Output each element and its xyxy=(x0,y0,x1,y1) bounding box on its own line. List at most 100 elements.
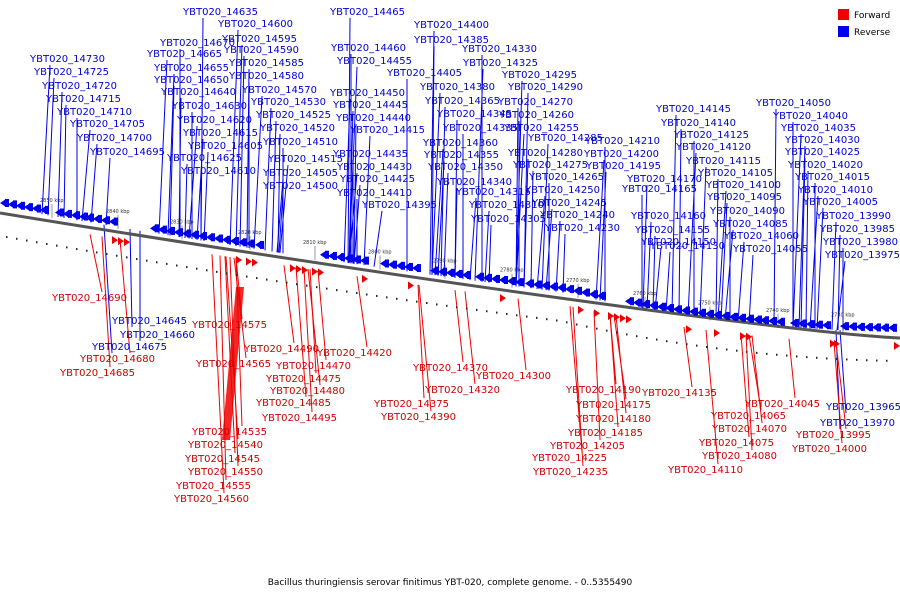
gene-label[interactable]: YBT020_14135 xyxy=(641,388,717,399)
reverse-gene-block[interactable] xyxy=(430,266,436,275)
forward-gene-block[interactable] xyxy=(594,309,600,318)
gene-label[interactable]: YBT020_14330 xyxy=(461,44,537,55)
gene-label[interactable]: YBT020_14090 xyxy=(709,206,785,217)
reverse-gene-block[interactable] xyxy=(729,312,735,321)
reverse-gene-block[interactable] xyxy=(848,322,854,331)
gene-label[interactable]: YBT020_14395 xyxy=(361,200,437,211)
gene-label[interactable]: YBT020_14235 xyxy=(532,467,608,478)
forward-gene-block[interactable] xyxy=(236,255,242,264)
reverse-gene-block[interactable] xyxy=(0,199,6,207)
gene-label[interactable]: YBT020_14560 xyxy=(173,494,249,505)
gene-label[interactable]: YBT020_14630 xyxy=(171,101,247,112)
forward-gene-block[interactable] xyxy=(626,315,632,324)
gene-label[interactable]: YBT020_14470 xyxy=(275,361,351,372)
gene-label[interactable]: YBT020_14155 xyxy=(634,225,710,236)
gene-label[interactable]: YBT020_14115 xyxy=(685,156,761,167)
gene-label[interactable]: YBT020_14140 xyxy=(660,118,736,129)
forward-gene-block[interactable] xyxy=(296,265,302,274)
reverse-gene-block[interactable] xyxy=(790,318,796,327)
gene-label[interactable]: YBT020_14080 xyxy=(701,451,777,462)
gene-label[interactable]: YBT020_13985 xyxy=(819,224,895,235)
forward-gene-block[interactable] xyxy=(714,329,720,338)
gene-label[interactable]: YBT020_14525 xyxy=(255,110,331,121)
reverse-gene-block[interactable] xyxy=(462,271,468,280)
reverse-gene-block[interactable] xyxy=(328,251,334,260)
forward-gene-block[interactable] xyxy=(578,305,584,314)
gene-label[interactable]: YBT020_14360 xyxy=(422,138,498,149)
reverse-gene-block[interactable] xyxy=(649,301,655,310)
reverse-gene-block[interactable] xyxy=(238,238,244,247)
gene-label[interactable]: YBT020_14545 xyxy=(184,454,260,465)
forward-gene-block[interactable] xyxy=(614,313,620,322)
gene-label[interactable]: YBT020_13995 xyxy=(795,430,871,441)
gene-label[interactable]: YBT020_14225 xyxy=(531,453,607,464)
gene-label[interactable]: YBT020_14170 xyxy=(626,174,702,185)
gene-label[interactable]: YBT020_14230 xyxy=(544,223,620,234)
gene-label[interactable]: YBT020_14715 xyxy=(45,94,121,105)
gene-label[interactable]: YBT020_14110 xyxy=(667,465,743,476)
reverse-gene-block[interactable] xyxy=(158,225,164,234)
gene-label[interactable]: YBT020_14205 xyxy=(549,441,625,452)
gene-label[interactable]: YBT020_14180 xyxy=(575,414,651,425)
reverse-gene-block[interactable] xyxy=(872,323,878,332)
gene-label[interactable]: YBT020_14670 xyxy=(159,38,235,49)
gene-label[interactable]: YBT020_14345 xyxy=(436,109,512,120)
gene-label[interactable]: YBT020_14550 xyxy=(187,467,263,478)
reverse-gene-block[interactable] xyxy=(625,297,631,306)
gene-label[interactable]: YBT020_14610 xyxy=(180,166,256,177)
forward-gene-block[interactable] xyxy=(894,341,900,350)
reverse-gene-block[interactable] xyxy=(806,320,812,329)
gene-label[interactable]: YBT020_14010 xyxy=(797,185,873,196)
reverse-gene-block[interactable] xyxy=(581,288,587,297)
reverse-gene-block[interactable] xyxy=(222,235,228,244)
gene-label[interactable]: YBT020_13970 xyxy=(819,418,895,429)
reverse-gene-block[interactable] xyxy=(40,205,46,214)
gene-label[interactable]: YBT020_14340 xyxy=(436,177,512,188)
gene-label[interactable]: YBT020_14055 xyxy=(732,244,808,255)
gene-label[interactable]: YBT020_14500 xyxy=(262,181,338,192)
gene-label[interactable]: YBT020_14145 xyxy=(655,104,731,115)
gene-label[interactable]: YBT020_14160 xyxy=(630,211,706,222)
gene-label[interactable]: YBT020_14515 xyxy=(267,154,343,165)
reverse-gene-block[interactable] xyxy=(597,291,603,300)
gene-label[interactable]: YBT020_14390 xyxy=(380,412,456,423)
gene-label[interactable]: YBT020_14270 xyxy=(497,97,573,108)
gene-label[interactable]: YBT020_14480 xyxy=(269,386,345,397)
gene-label[interactable]: YBT020_14020 xyxy=(787,160,863,171)
reverse-gene-block[interactable] xyxy=(888,323,894,332)
gene-label[interactable]: YBT020_14430 xyxy=(336,162,412,173)
reverse-gene-block[interactable] xyxy=(55,208,61,217)
reverse-gene-block[interactable] xyxy=(491,274,497,283)
gene-label[interactable]: YBT020_14245 xyxy=(531,198,607,209)
reverse-gene-block[interactable] xyxy=(85,213,91,222)
reverse-gene-block[interactable] xyxy=(515,278,521,287)
reverse-gene-block[interactable] xyxy=(753,315,759,324)
gene-label[interactable]: YBT020_14350 xyxy=(427,162,503,173)
reverse-gene-block[interactable] xyxy=(713,310,719,319)
reverse-gene-block[interactable] xyxy=(246,239,252,248)
gene-label[interactable]: YBT020_14620 xyxy=(176,115,252,126)
reverse-gene-block[interactable] xyxy=(388,260,394,269)
gene-label[interactable]: YBT020_14730 xyxy=(29,54,105,65)
gene-label[interactable]: YBT020_14025 xyxy=(784,147,860,158)
gene-label[interactable]: YBT020_14185 xyxy=(567,428,643,439)
gene-label[interactable]: YBT020_14720 xyxy=(41,81,117,92)
gene-label[interactable]: YBT020_14510 xyxy=(262,137,338,148)
gene-label[interactable]: YBT020_14440 xyxy=(335,113,411,124)
gene-label[interactable]: YBT020_14565 xyxy=(195,359,271,370)
gene-label[interactable]: YBT020_14370 xyxy=(412,363,488,374)
reverse-gene-block[interactable] xyxy=(404,262,410,271)
forward-gene-block[interactable] xyxy=(686,325,692,334)
reverse-gene-block[interactable] xyxy=(63,209,69,218)
gene-label[interactable]: YBT020_14570 xyxy=(241,85,317,96)
gene-label[interactable]: YBT020_14290 xyxy=(507,82,583,93)
gene-label[interactable]: YBT020_14315 xyxy=(455,187,531,198)
gene-label[interactable]: YBT020_14640 xyxy=(160,87,236,98)
reverse-gene-block[interactable] xyxy=(697,308,703,317)
gene-label[interactable]: YBT020_14530 xyxy=(250,97,326,108)
gene-label[interactable]: YBT020_14575 xyxy=(191,320,267,331)
gene-label[interactable]: YBT020_14475 xyxy=(265,374,341,385)
reverse-gene-block[interactable] xyxy=(150,224,156,233)
gene-label[interactable]: YBT020_13980 xyxy=(822,237,898,248)
gene-label[interactable]: YBT020_14445 xyxy=(332,100,408,111)
